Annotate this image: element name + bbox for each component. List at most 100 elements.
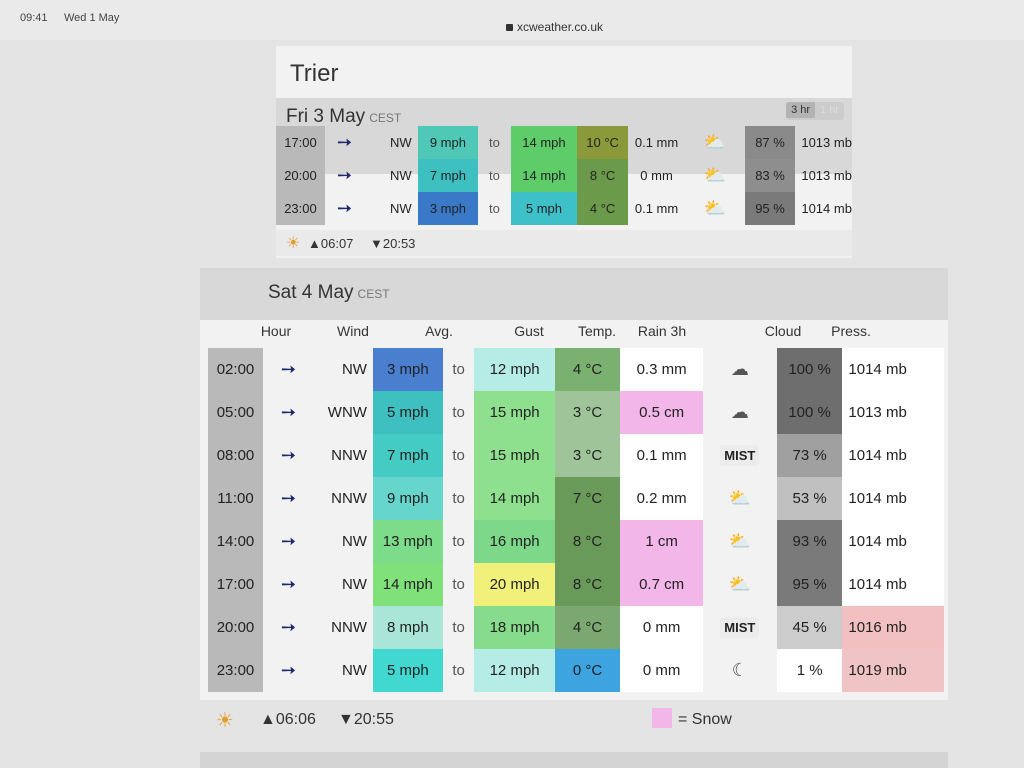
- cloud-cover: 73 %: [776, 434, 843, 477]
- wind-direction: NW: [341, 662, 367, 679]
- forecast-table-day2: 02:00 ➘ NW 3 mph to 12 mph 4 °C 0.3 mm ☁ 100 % 101…: [208, 348, 944, 692]
- hour-cell: 23:00: [276, 192, 325, 225]
- wind-arrow-cell: ➘: [263, 649, 314, 692]
- cloud-icon: ☁: [730, 359, 749, 379]
- mist-icon: MIST: [720, 617, 760, 638]
- wind-arrow-cell: ➘: [263, 391, 314, 434]
- cloud-sun-icon: ⛅: [728, 488, 752, 508]
- sunset-time: ▼20:55: [338, 711, 394, 728]
- weather-icon-cell: ⛅: [703, 477, 777, 520]
- rain-amount: 0.7 cm: [620, 563, 703, 606]
- sunrise-icon: ☀: [216, 710, 234, 732]
- wind-arrow-cell: ➘: [325, 192, 363, 225]
- col-header-hour: Hour: [260, 323, 292, 339]
- forecast-row: 23:00 ➘ NW 5 mph to 12 mph 0 °C 0 mm ☾ 1 % 1019 mb: [208, 649, 944, 692]
- weather-icon-cell: ⛅: [685, 159, 745, 192]
- interval-toggle[interactable]: 3 hr 1 hr: [786, 102, 844, 120]
- wind-arrow-icon: ➘: [331, 129, 357, 155]
- city-title: Trier: [290, 60, 339, 87]
- wind-to: to: [452, 533, 465, 550]
- pressure: 1013 mb: [801, 135, 852, 150]
- temperature: 0 °C: [554, 649, 621, 692]
- forecast-table-day1: 17:00 ➘ NW 9 mph to 14 mph 10 °C 0.1 mm ⛅ 87 % 101…: [276, 126, 852, 225]
- weather-icon-cell: ☁: [703, 391, 777, 434]
- wind-arrow-icon: ➘: [275, 657, 301, 683]
- cloud-cover: 83 %: [744, 159, 796, 192]
- status-date: Wed 1 May: [64, 12, 120, 24]
- day-title: Sat 4 May: [268, 282, 354, 303]
- wind-avg: 9 mph: [417, 126, 479, 159]
- temperature: 7 °C: [554, 477, 621, 520]
- lock-icon: [506, 24, 513, 32]
- cloud-snow-icon: ☁: [730, 402, 749, 422]
- wind-to: to: [452, 490, 465, 507]
- wind-avg: 7 mph: [417, 159, 479, 192]
- wind-to: to: [488, 201, 500, 216]
- rain-amount: 0 mm: [620, 606, 703, 649]
- temperature: 10 °C: [577, 126, 628, 159]
- address-bar[interactable]: xcweather.co.uk: [506, 20, 603, 34]
- wind-arrow-cell: ➘: [325, 126, 363, 159]
- cloud-sun-icon: ⛅: [703, 165, 727, 185]
- wind-direction: WNW: [327, 404, 367, 421]
- wind-avg: 5 mph: [372, 649, 443, 692]
- col-header-temp: Temp.: [577, 323, 617, 339]
- weather-icon-cell: ⛅: [703, 520, 777, 563]
- pressure: 1016 mb: [842, 606, 944, 649]
- forecast-row: 05:00 ➘ WNW 5 mph to 15 mph 3 °C 0.5 cm ☁ 100 % 10…: [208, 391, 944, 434]
- wind-gust: 20 mph: [474, 563, 555, 606]
- cloud-cover: 87 %: [744, 126, 796, 159]
- weather-icon-cell: ⛅: [685, 192, 745, 225]
- rain-amount: 0.3 mm: [620, 348, 703, 391]
- wind-direction: NW: [390, 135, 412, 150]
- moon-icon: ☾: [731, 660, 748, 680]
- next-card-edge: [200, 752, 948, 768]
- sunrise-icon: ☀: [286, 235, 301, 252]
- wind-to: to: [452, 619, 465, 636]
- col-header-avg: Avg.: [425, 323, 453, 339]
- pressure: 1014 mb: [842, 434, 944, 477]
- forecast-row: 23:00 ➘ NW 3 mph to 5 mph 4 °C 0.1 mm ⛅ 95 % 1014 …: [276, 192, 852, 225]
- cloud-cover: 53 %: [776, 477, 843, 520]
- pressure: 1019 mb: [842, 649, 944, 692]
- wind-gust: 12 mph: [474, 348, 555, 391]
- wind-gust: 12 mph: [474, 649, 555, 692]
- hour-cell: 20:00: [208, 606, 263, 649]
- cloud-cover: 1 %: [776, 649, 843, 692]
- pressure: 1013 mb: [801, 168, 852, 183]
- cloud-cover: 95 %: [776, 563, 843, 606]
- pressure: 1014 mb: [842, 477, 944, 520]
- hour-cell: 17:00: [208, 563, 263, 606]
- sunrise-time: ▲06:07: [308, 236, 354, 251]
- sunrise-time: ▲06:06: [260, 711, 316, 728]
- wind-avg: 14 mph: [372, 563, 443, 606]
- toggle-3hr[interactable]: 3 hr: [786, 102, 816, 118]
- wind-direction: NW: [390, 168, 412, 183]
- wind-to: to: [488, 168, 500, 183]
- cloud-cover: 100 %: [776, 348, 843, 391]
- wind-arrow-cell: ➘: [263, 348, 314, 391]
- pressure: 1014 mb: [842, 520, 944, 563]
- wind-to: to: [452, 662, 465, 679]
- wind-direction: NW: [390, 201, 412, 216]
- wind-arrow-cell: ➘: [263, 563, 314, 606]
- wind-direction: NW: [341, 361, 367, 378]
- wind-to: to: [452, 447, 465, 464]
- wind-gust: 14 mph: [474, 477, 555, 520]
- forecast-row: 17:00 ➘ NW 9 mph to 14 mph 10 °C 0.1 mm ⛅ 87 % 101…: [276, 126, 852, 159]
- cloud-cover: 100 %: [776, 391, 843, 434]
- sun-cloud-snow-icon: ⛅: [728, 531, 752, 551]
- wind-arrow-icon: ➘: [331, 162, 357, 188]
- rain-amount: 0.1 mm: [634, 201, 679, 216]
- wind-gust: 5 mph: [510, 192, 578, 225]
- temperature: 4 °C: [554, 606, 621, 649]
- wind-gust: 15 mph: [474, 434, 555, 477]
- sun-times-row: ☀ ▲06:06 ▼20:55 = Snow: [200, 700, 948, 740]
- toggle-1hr[interactable]: 1 hr: [820, 104, 839, 116]
- wind-direction: NNW: [331, 490, 367, 507]
- rain-amount: 0.2 mm: [620, 477, 703, 520]
- wind-to: to: [452, 361, 465, 378]
- temperature: 4 °C: [554, 348, 621, 391]
- weather-icon-cell: MIST: [703, 434, 777, 477]
- wind-avg: 7 mph: [372, 434, 443, 477]
